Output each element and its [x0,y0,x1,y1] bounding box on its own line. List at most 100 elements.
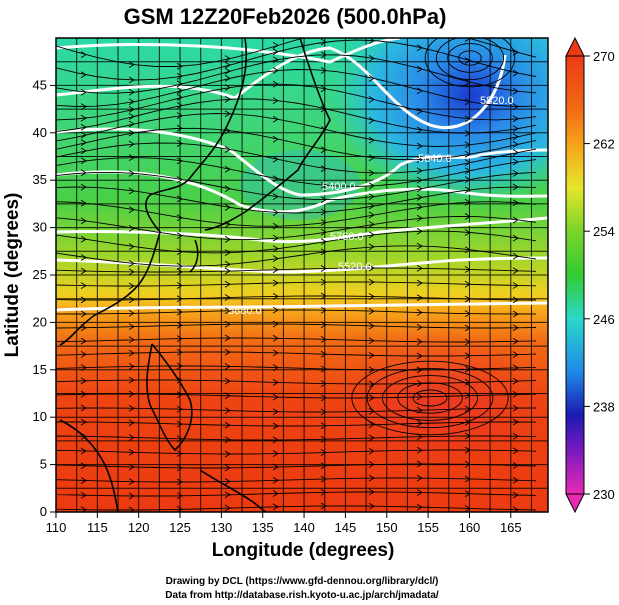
streamline-arrow [512,170,519,177]
streamline-arrow [176,157,183,165]
streamline-arrow [512,125,519,132]
streamline-arrow [416,265,423,272]
x-tick-label: 120 [128,520,150,535]
streamline-arrow [224,84,231,91]
streamline-arrow [272,80,279,88]
streamline-arrow [320,435,327,443]
streamline-arrow [128,363,135,370]
streamline-arrow [512,404,519,412]
streamline-arrow [176,420,183,428]
streamline-arrow [368,154,375,162]
colorbar-tick-label: 254 [593,224,615,239]
streamline-arrow [416,323,423,331]
streamline-arrow [176,140,183,147]
streamline [56,295,537,301]
streamline-arrow [176,268,183,276]
chart-title: GSM 12Z20Feb2026 (500.0hPa) [124,4,447,29]
x-tick-label: 165 [500,520,522,535]
streamline [56,215,537,241]
y-tick-label: 35 [33,172,47,187]
streamline-arrow [416,185,423,193]
streamline-arrow [512,447,519,455]
streamline-arrow [128,309,135,317]
streamline-arrow [128,268,135,276]
streamline [56,98,537,134]
streamline-arrow [128,113,135,120]
streamline-arrow [80,131,87,139]
streamline [56,379,537,385]
streamline-arrow [416,474,423,482]
streamline-arrow [272,503,279,511]
colorbar-tick-label: 230 [593,487,615,502]
streamline-arrow [464,176,471,183]
streamline-arrow [320,475,327,483]
streamline-arrow [176,112,183,119]
streamline-arrow [416,87,423,95]
asian-coastline [59,38,248,346]
streamline-arrow [416,393,423,401]
streamline-arrow [416,352,423,360]
streamline-arrow [128,336,135,344]
colorbar-top-arrow [565,36,585,57]
streamline-arrow [512,282,519,289]
streamline-arrow [416,420,423,427]
streamline-arrow [80,235,87,243]
streamline-arrow [272,48,279,56]
streamline-arrow [176,348,183,356]
x-tick-label: 155 [417,520,439,535]
streamline-arrow [80,51,87,58]
streamline [56,351,537,357]
streamline [56,435,537,441]
streamline-arrow [128,154,135,161]
streamline-arrow [512,115,519,123]
indochina-coastline [59,419,119,512]
streamline-arrow [512,199,519,207]
y-tick-label: 10 [33,409,47,424]
streamline-arrow [176,450,183,457]
x-tick-label: 135 [252,520,274,535]
streamline-arrow [320,502,327,510]
x-tick-label: 140 [293,520,315,535]
streamline-arrow [368,366,375,374]
contour-label-5640: 5640.0 [418,153,452,165]
x-tick-label: 160 [459,520,481,535]
streamline-arrow [176,80,183,88]
streamline-arrow [416,279,423,287]
streamline-arrow [368,278,375,286]
cyclone-streamline [447,43,493,73]
streamline-arrow [464,246,471,254]
streamline-arrow [320,238,327,245]
streamline-arrow [80,282,87,289]
streamline-arrow [128,506,135,512]
streamline-arrow [128,98,135,106]
streamline-arrow [128,260,135,267]
y-tick-label: 0 [40,504,47,519]
streamline-arrow [464,159,471,166]
streamline-arrow [368,136,375,144]
streamline-arrow [272,422,279,430]
streamline-arrow [272,67,279,74]
streamline-arrow [368,394,375,402]
streamline [56,142,537,174]
streamline-arrow [80,183,87,191]
anticyclone-streamline [412,389,448,407]
streamline-arrow [80,447,87,455]
streamline-arrow [176,308,183,316]
streamline-arrow [80,296,87,304]
streamline-arrow [512,183,519,191]
streamline-arrow [272,266,279,274]
y-tick-label: 20 [33,314,47,329]
streamline-arrow [176,262,183,270]
streamline-arrow [272,463,279,471]
streamline-arrow [80,254,87,261]
streamline-arrow [464,405,471,413]
streamline-arrow [128,106,135,113]
contour-5820 [56,38,401,64]
streamline-arrow [224,185,231,193]
streamline-arrow [416,65,423,73]
streamline-arrow [416,446,423,454]
streamline-arrow [128,448,135,456]
streamline-arrow [224,421,231,429]
cyclone-streamline [435,38,505,81]
